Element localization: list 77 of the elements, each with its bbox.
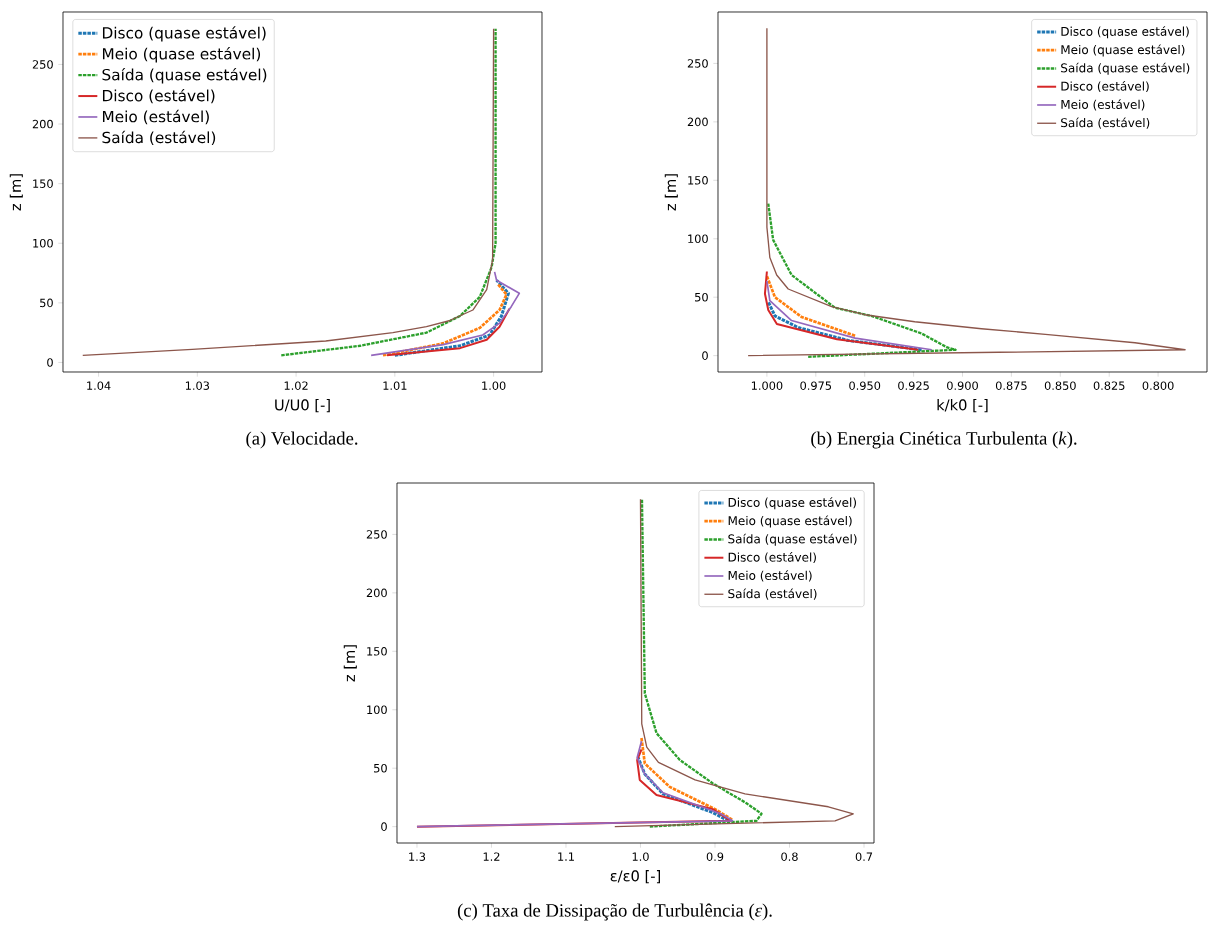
x-tick-label: 1.03 — [185, 381, 210, 390]
x-tick-label: 0.875 — [995, 381, 1027, 390]
x-tick-label: 0.925 — [898, 381, 929, 390]
y-tick-label: 50 — [40, 298, 53, 308]
legend-label: Disco (quase estável) — [102, 26, 266, 42]
y-tick-label: 100 — [367, 705, 387, 715]
legend-label: Meio (quase estável) — [1061, 44, 1185, 57]
line-series — [640, 736, 734, 821]
x-tick-label: 1.01 — [383, 381, 407, 390]
y-tick-label: 0 — [381, 822, 387, 831]
y-tick-label: 150 — [367, 647, 387, 656]
legend-label: Saída (quase estável) — [102, 68, 267, 84]
x-tick-label: 0.7 — [855, 852, 873, 861]
y-tick-label: 250 — [32, 60, 53, 69]
y-tick-label: 250 — [687, 59, 708, 68]
x-tick-label: 0.950 — [849, 381, 881, 390]
x-tick-label: 0.800 — [1142, 381, 1174, 390]
line-series — [280, 27, 497, 357]
y-tick-label: 50 — [695, 292, 708, 302]
x-axis-title: U/U0 [-] — [275, 399, 330, 413]
text: (a) Velocidade. — [246, 431, 358, 449]
legend-label: Meio (estável) — [102, 109, 209, 125]
legend-label: Meio (estável) — [728, 570, 812, 582]
y-tick-label: 200 — [32, 119, 53, 129]
legend-label: Disco (estável) — [728, 551, 816, 564]
line-series — [766, 300, 924, 352]
legend-label: Saída (estável) — [102, 130, 216, 146]
x-tick-label: 0.825 — [1093, 381, 1125, 390]
legend-label: Disco (quase estável) — [1061, 26, 1189, 39]
text: (b) Energia Cinética Turbulenta (k). — [811, 431, 1077, 449]
legend-label: Meio (estável) — [1061, 99, 1145, 111]
y-tick-label: 100 — [33, 238, 53, 248]
line-series — [767, 202, 957, 358]
legend-label: Meio (quase estável) — [728, 515, 852, 528]
y-axis-title: z [m] — [9, 174, 23, 211]
legend-label: Saída (estável) — [728, 588, 817, 600]
x-tick-label: 1.2 — [483, 852, 500, 861]
y-tick-label: 150 — [33, 179, 53, 188]
x-tick-label: 0.9 — [706, 852, 724, 861]
legend-label: Disco (quase estável) — [728, 497, 856, 510]
x-tick-label: 1.1 — [558, 852, 574, 861]
text: (c) Taxa de Dissipação de Turbulência (ε). — [457, 903, 772, 921]
x-tick-label: 1.02 — [284, 381, 308, 390]
line-series — [82, 28, 495, 356]
x-tick-label: 1.3 — [409, 852, 426, 861]
x-tick-label: 0.975 — [800, 381, 832, 390]
legend-label: Saída (quase estável) — [728, 533, 857, 546]
line-series — [370, 271, 521, 357]
line-series — [385, 307, 511, 357]
y-tick-label: 0 — [47, 358, 53, 367]
legend-label: Saída (quase estável) — [1061, 62, 1190, 75]
legend-label: Disco (estável) — [102, 88, 215, 104]
x-tick-label: 0.8 — [781, 852, 798, 861]
x-tick-label: 1.000 — [751, 381, 783, 390]
x-tick-label: 1.04 — [87, 381, 111, 390]
legend-label: Saída (estável) — [1061, 117, 1150, 129]
line-series — [765, 274, 857, 338]
y-tick-label: 150 — [688, 176, 708, 185]
x-axis-title: k/k0 [-] — [937, 399, 988, 413]
y-tick-label: 50 — [374, 763, 387, 773]
y-tick-label: 200 — [366, 588, 387, 598]
y-tick-label: 100 — [688, 234, 708, 244]
line-series — [766, 279, 933, 351]
y-axis-title: z [m] — [343, 645, 357, 682]
y-tick-label: 250 — [366, 530, 387, 539]
y-axis-title: z [m] — [664, 174, 678, 211]
legend-label: Meio (quase estável) — [102, 47, 261, 63]
line-series — [763, 270, 920, 351]
legend-label: Disco (estável) — [1061, 80, 1149, 93]
x-tick-label: 0.850 — [1044, 381, 1076, 390]
x-tick-label: 1.0 — [632, 852, 649, 861]
x-tick-label: 0.900 — [947, 381, 978, 390]
x-axis-title: ε/ε0 [-] — [610, 870, 660, 884]
x-tick-label: 1.00 — [482, 381, 506, 390]
line-series — [636, 756, 730, 823]
y-tick-label: 200 — [687, 117, 708, 127]
y-tick-label: 0 — [702, 351, 708, 360]
